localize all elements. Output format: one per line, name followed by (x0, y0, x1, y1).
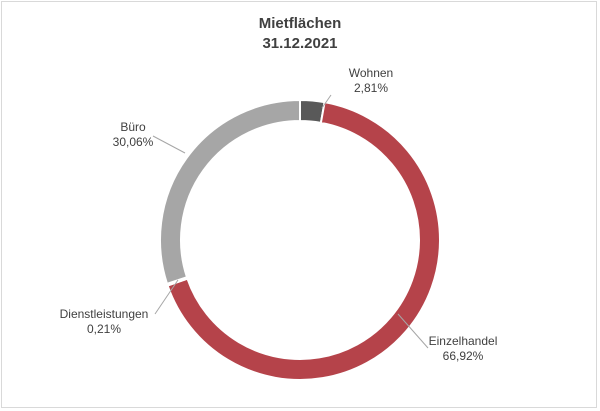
chart-subtitle: 31.12.2021 (262, 35, 338, 52)
leader-lines (152, 94, 429, 349)
chart-title-block: Mietflächen 31.12.2021 (0, 14, 600, 54)
slice-büro (159, 98, 301, 286)
slice-name-label: Einzelhandel (429, 334, 498, 348)
chart-title: Mietflächen (258, 15, 342, 32)
leader-line-wohnen (321, 94, 332, 109)
donut-slices (159, 98, 441, 381)
leader-line-einzelhandel (397, 313, 429, 349)
slice-value-label: 0,21% (87, 322, 121, 336)
slice-name-label: Dienstleistungen (60, 307, 149, 321)
leader-line-büro (152, 135, 186, 154)
slice-name-label: Büro (120, 120, 146, 134)
slice-name-label: Wohnen (349, 66, 393, 80)
slice-value-label: 2,81% (354, 81, 388, 95)
leader-line-dienstleistungen (154, 279, 179, 315)
slice-value-label: 66,92% (443, 349, 484, 363)
slice-value-label: 30,06% (113, 135, 154, 149)
